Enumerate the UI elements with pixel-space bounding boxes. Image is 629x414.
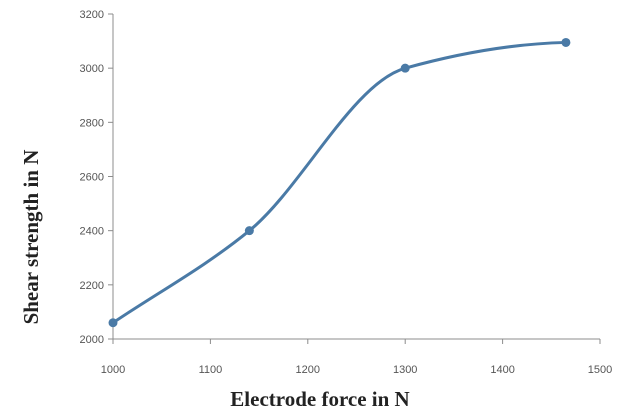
x-axis-title: Electrode force in N bbox=[230, 387, 409, 411]
x-tick-label: 1300 bbox=[393, 364, 417, 376]
series-line bbox=[111, 40, 568, 325]
x-tick-label: 1500 bbox=[588, 364, 612, 376]
data-point bbox=[244, 226, 254, 236]
y-tick-label: 2600 bbox=[80, 172, 104, 184]
data-point bbox=[108, 318, 118, 328]
y-tick-label: 2000 bbox=[80, 334, 104, 346]
x-tick-label: 1000 bbox=[101, 364, 125, 376]
x-tick-label: 1200 bbox=[296, 364, 320, 376]
x-axis: 1000 1100 1200 1300 1400 1500 bbox=[101, 338, 612, 376]
data-point bbox=[400, 63, 410, 73]
data-point bbox=[561, 37, 571, 47]
series-group bbox=[108, 37, 571, 328]
y-tick-label: 2400 bbox=[80, 226, 104, 238]
y-tick-label: 2200 bbox=[80, 280, 104, 292]
y-axis: 2000 2200 2400 2600 2800 3000 3200 bbox=[80, 9, 114, 346]
y-tick-label: 3000 bbox=[80, 63, 104, 75]
y-tick-label: 3200 bbox=[80, 9, 104, 21]
y-tick-label: 2800 bbox=[80, 117, 104, 129]
x-tick-label: 1100 bbox=[199, 364, 223, 376]
y-axis-title: Shear strength in N bbox=[19, 150, 43, 325]
x-tick-label: 1400 bbox=[490, 364, 514, 376]
